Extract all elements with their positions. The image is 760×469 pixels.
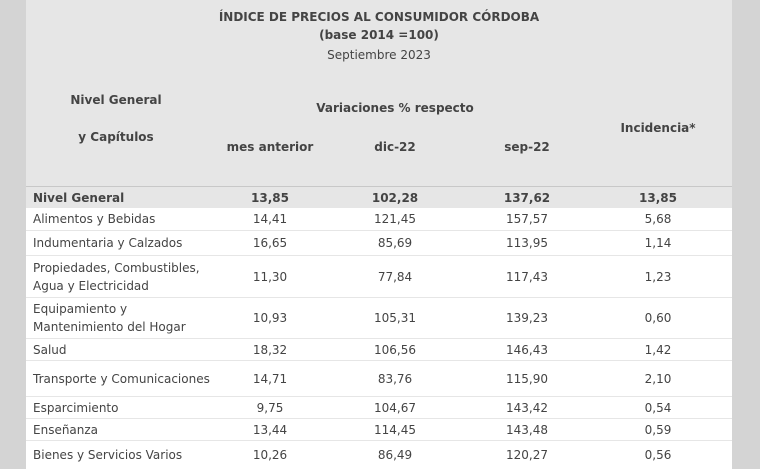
- cell-value: 121,45: [374, 212, 416, 226]
- table-row: Nivel General 13,85 102,28 137,62 13,85: [26, 186, 732, 208]
- table-row: Alimentos y Bebidas 14,41 121,45 157,57 5,68: [26, 208, 732, 230]
- cell-value: 0,59: [644, 422, 672, 437]
- row-label: Indumentaria y Calzados: [33, 236, 183, 250]
- cell-value: 146,43: [506, 342, 548, 357]
- cell-value: 10,93: [252, 311, 288, 325]
- row-label: Transporte y Comunicaciones: [33, 371, 210, 386]
- row-label: Esparcimiento: [33, 400, 119, 415]
- cell-value: 5,68: [644, 212, 672, 226]
- column-header: Incidencia*: [620, 121, 696, 135]
- cell-value: 120,27: [506, 448, 548, 462]
- cell-value: 114,45: [374, 422, 416, 437]
- title: ÍNDICE DE PRECIOS AL CONSUMIDOR CÓRDOBA …: [218, 10, 540, 42]
- row-header: y Capítulos: [78, 130, 154, 144]
- cell-value: 0,60: [644, 311, 672, 325]
- cell-value: 106,56: [374, 342, 416, 357]
- cell-value: 85,69: [377, 236, 413, 250]
- cell-value: 115,90: [506, 371, 548, 386]
- cell-value: 139,23: [506, 311, 548, 325]
- row-label: Nivel General: [33, 190, 125, 205]
- table-row: Salud 18,32 106,56 146,43 1,42: [26, 339, 732, 360]
- table-row: Transporte y Comunicaciones 14,71 83,76 115…: [26, 361, 732, 396]
- cell-value: 143,48: [506, 422, 548, 437]
- cell-value: 0,56: [644, 448, 672, 462]
- cell-value: 13,44: [252, 422, 288, 437]
- row-label: Salud: [33, 342, 67, 357]
- cell-value: 0,54: [644, 400, 672, 415]
- row-label: Propiedades, Combustibles, Agua y Electr…: [33, 260, 200, 293]
- cell-value: 86,49: [377, 448, 413, 462]
- cell-value: 1,42: [644, 342, 672, 357]
- cell-value: 16,65: [252, 236, 288, 250]
- table-row: Indumentaria y Calzados 16,65 85,69 113,95 1…: [26, 231, 732, 255]
- row-label: Equipamiento y Mantenimiento del Hogar: [33, 302, 186, 334]
- cell-value: 137,62: [503, 190, 551, 205]
- cell-value: 2,10: [644, 371, 672, 386]
- cell-value: 13,85: [251, 190, 289, 205]
- table-row: Bienes y Servicios Varios 10,26 86,49 120,2…: [26, 441, 732, 469]
- table-sheet: ÍNDICE DE PRECIOS AL CONSUMIDOR CÓRDOBA …: [26, 0, 732, 469]
- cell-value: 143,42: [506, 400, 548, 415]
- column-header: mes anterior: [226, 140, 314, 154]
- cell-value: 105,31: [374, 311, 416, 325]
- table-row: Equipamiento y Mantenimiento del Hogar 10…: [26, 298, 732, 338]
- cell-value: 83,76: [377, 371, 413, 386]
- cell-value: 1,23: [644, 269, 672, 284]
- row-label: Alimentos y Bebidas: [33, 212, 156, 226]
- subtitle: Septiembre 2023: [327, 48, 431, 62]
- column-header: dic-22: [374, 140, 416, 154]
- cell-value: 113,95: [506, 236, 548, 250]
- cell-value: 14,71: [252, 371, 288, 386]
- cell-value: 117,43: [506, 269, 548, 284]
- cell-value: 1,14: [644, 236, 672, 250]
- cell-value: 13,85: [639, 190, 677, 205]
- table-row: Enseñanza 13,44 114,45 143,48 0,59: [26, 419, 732, 440]
- column-header: sep-22: [504, 140, 550, 154]
- cell-value: 18,32: [252, 342, 288, 357]
- cell-value: 104,67: [374, 400, 416, 415]
- group-header: Variaciones % respecto: [316, 101, 474, 115]
- table-row: Propiedades, Combustibles, Agua y Electr…: [26, 256, 732, 297]
- row-label: Bienes y Servicios Varios: [33, 448, 183, 462]
- cell-value: 9,75: [256, 400, 284, 415]
- cell-value: 102,28: [371, 190, 419, 205]
- row-label: Enseñanza: [33, 422, 99, 437]
- cell-value: 14,41: [252, 212, 288, 226]
- cell-value: 77,84: [377, 269, 413, 284]
- cell-value: 157,57: [506, 212, 548, 226]
- table-row: Esparcimiento 9,75 104,67 143,42 0,54: [26, 397, 732, 418]
- row-header: Nivel General: [70, 93, 162, 107]
- cell-value: 10,26: [252, 448, 288, 462]
- cell-value: 11,30: [252, 269, 288, 284]
